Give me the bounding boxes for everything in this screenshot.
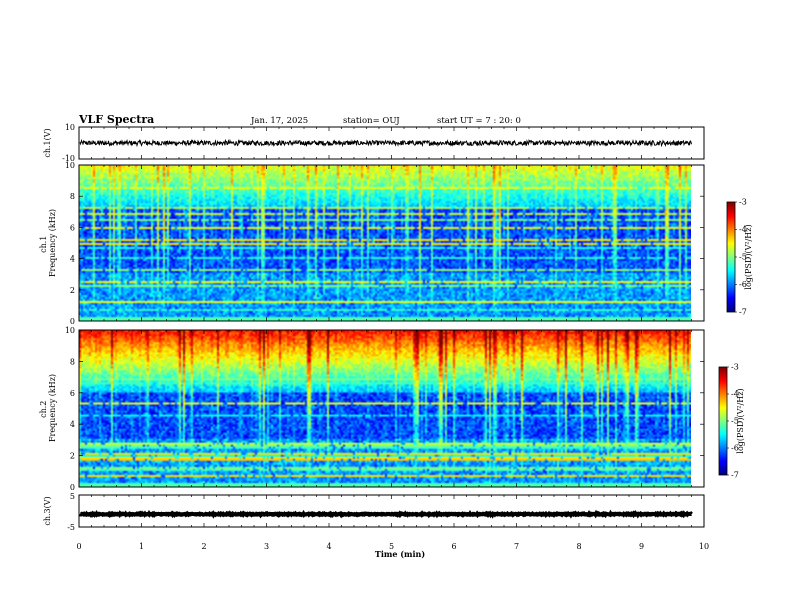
ch2-colorbar: -3 -4 -5 -6 -7 log(PSD)(V²/Hz) (718, 363, 745, 480)
ch1-ytick-bottom: -10 (62, 154, 75, 163)
station-label: station= OUJ (343, 116, 400, 126)
colorbar-tick-label: -6 (739, 280, 747, 289)
time-tick-label: 7 (514, 542, 519, 551)
frequency-tick-label: 0 (70, 317, 75, 326)
ch1-colorbar-gradient (727, 202, 735, 312)
ch2-spectrogram-panel: 0 2 4 6 8 10 ch.2 Frequency (kHz) (39, 326, 705, 492)
figure-title: VLF Spectra (78, 113, 154, 126)
frequency-tick-label: 8 (70, 192, 75, 201)
ch2-spectrogram-ticks (78, 330, 705, 487)
colorbar-tick-label: -3 (731, 363, 739, 372)
ch3-waveform-panel: 5 -5 ch.3(V) (43, 492, 705, 532)
frequency-tick-label: 8 (70, 357, 75, 366)
time-tick-label: 6 (451, 542, 456, 551)
ch3-waveform-trace (78, 509, 693, 519)
ch1-colorbar-label: log(PSD)(V²/Hz) (744, 224, 753, 289)
ch1-waveform-panel: 10 -10 ch.1(V) (43, 123, 705, 163)
colorbar-tick-label: -4 (739, 225, 747, 234)
ch2-colorbar-ticks: -3 -4 -5 -6 -7 (727, 363, 739, 480)
time-tick-label: 1 (139, 542, 144, 551)
ch1-spectrogram-panel: 0 2 4 6 8 10 ch.1 Frequency (kHz) (39, 161, 705, 326)
time-tick-label: 4 (326, 542, 331, 551)
ch2-colorbar-gradient (719, 367, 727, 475)
start-time-label: start UT = 7 : 20: 0 (437, 116, 521, 126)
time-axis-label: Time (min) (375, 549, 425, 559)
ch3-waveform-ylabel: ch.3(V) (43, 496, 52, 525)
date-label: Jan. 17, 2025 (250, 116, 308, 126)
colorbar-tick-label: -7 (731, 471, 739, 480)
frequency-tick-label: 4 (70, 420, 75, 429)
ch1-waveform-ylabel: ch.1(V) (43, 128, 52, 157)
ch2-ylabel-line2: Frequency (kHz) (48, 374, 57, 442)
colorbar-tick-label: -3 (739, 198, 747, 207)
colorbar-tick-label: -7 (739, 308, 747, 317)
ch3-ytick-top: 5 (70, 492, 75, 501)
time-axis-tick-labels: 0 1 2 3 4 5 6 7 8 9 10 (76, 542, 709, 551)
ch1-waveform-ticks (78, 127, 705, 159)
time-tick-label: 10 (699, 542, 709, 551)
ch1-ylabel-line2: Frequency (kHz) (48, 209, 57, 277)
ch3-waveform-ticks (78, 495, 705, 527)
colorbar-tick-label: -5 (731, 417, 739, 426)
ch1-ytick-top: 10 (65, 123, 75, 132)
ch1-colorbar-ticks: -3 -4 -5 -6 -7 (735, 198, 747, 317)
ch1-spectrogram-image (79, 165, 691, 321)
time-tick-label: 0 (76, 542, 81, 551)
ch2-spectrogram-ylabel: ch.2 Frequency (kHz) (39, 374, 57, 442)
ch2-ylabel-line1: ch.2 (39, 401, 48, 418)
time-tick-label: 8 (576, 542, 581, 551)
frequency-tick-label: 2 (70, 452, 75, 461)
frequency-tick-label: 10 (65, 326, 75, 335)
ch2-spectrogram-image (79, 330, 691, 487)
frequency-tick-label: 4 (70, 255, 75, 264)
frequency-tick-label: 10 (65, 161, 75, 170)
ch1-colorbar: -3 -4 -5 -6 -7 log(PSD)(V²/Hz) (726, 198, 753, 317)
colorbar-tick-label: -4 (731, 390, 739, 399)
ch2-frequency-tick-labels: 0 2 4 6 8 10 (65, 326, 704, 492)
ch3-ytick-bottom: -5 (67, 523, 75, 532)
time-tick-label: 5 (389, 542, 394, 551)
time-tick-label: 2 (201, 542, 206, 551)
ch1-frequency-tick-labels: 0 2 4 6 8 10 (65, 161, 704, 326)
ch1-ylabel-line1: ch.1 (39, 236, 48, 253)
ch1-spectrogram-ticks (78, 165, 705, 321)
frequency-tick-label: 6 (70, 223, 75, 232)
frequency-tick-label: 0 (70, 483, 75, 492)
ch2-colorbar-label: log(PSD)(V²/Hz) (736, 388, 745, 453)
time-tick-label: 3 (264, 542, 269, 551)
frequency-tick-label: 2 (70, 286, 75, 295)
ch3-waveform-frame (78, 494, 705, 528)
frequency-tick-label: 6 (70, 389, 75, 398)
colorbar-tick-label: -6 (731, 444, 739, 453)
colorbar-tick-label: -5 (739, 253, 747, 262)
ch1-spectrogram-ylabel: ch.1 Frequency (kHz) (39, 209, 57, 277)
time-tick-label: 9 (639, 542, 644, 551)
ch1-waveform-trace (79, 138, 692, 148)
